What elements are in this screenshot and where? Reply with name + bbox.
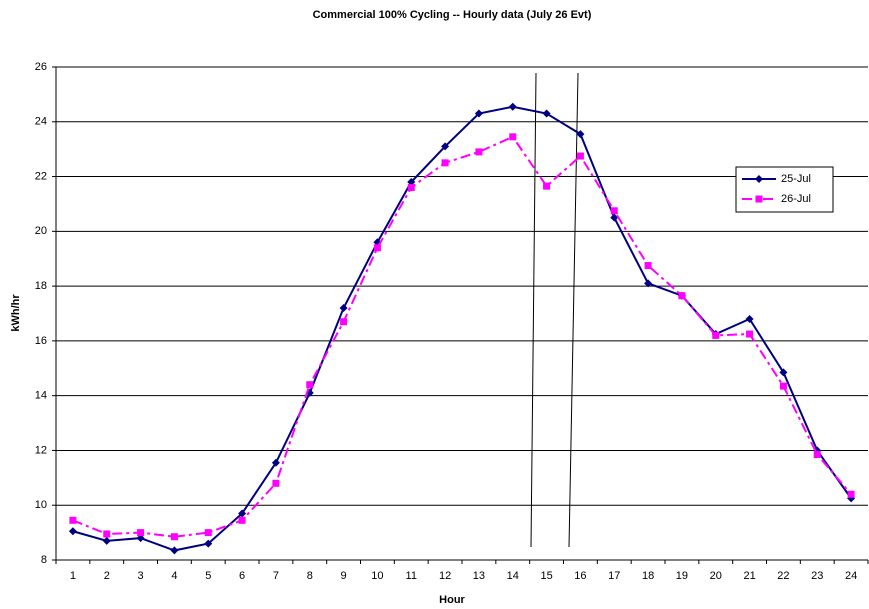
- legend-label: 26-Jul: [781, 193, 811, 205]
- point: [543, 182, 551, 190]
- x-tick-label: 13: [473, 570, 485, 582]
- point: [474, 109, 483, 118]
- point: [576, 152, 584, 160]
- x-tick-label: 1: [70, 570, 76, 582]
- x-tick-label: 12: [439, 570, 451, 582]
- x-tick-label: 11: [406, 570, 417, 582]
- y-tick-label: 14: [35, 390, 47, 402]
- point: [508, 102, 517, 111]
- point: [475, 148, 483, 156]
- point: [779, 368, 788, 377]
- x-tick-label: 5: [205, 570, 211, 582]
- point: [441, 159, 449, 167]
- legend-marker: [755, 175, 763, 183]
- x-tick-label: 14: [507, 570, 519, 582]
- point: [678, 292, 686, 300]
- point: [238, 516, 246, 524]
- x-tick-label: 15: [540, 570, 552, 582]
- x-tick-label: 18: [642, 570, 654, 582]
- point: [441, 142, 450, 151]
- point: [746, 330, 754, 338]
- point: [542, 109, 551, 118]
- point: [610, 207, 618, 215]
- x-tick-label: 23: [811, 570, 823, 582]
- y-tick-label: 12: [35, 444, 47, 456]
- point: [102, 536, 111, 545]
- point: [644, 279, 653, 288]
- x-tick-label: 10: [371, 570, 383, 582]
- point: [306, 381, 314, 389]
- point: [813, 451, 821, 459]
- series-line: [72, 135, 852, 538]
- point: [745, 314, 754, 323]
- x-tick-label: 6: [239, 570, 245, 582]
- point: [170, 533, 178, 541]
- x-tick-label: 8: [307, 570, 313, 582]
- point: [644, 262, 652, 270]
- x-tick-label: 16: [574, 570, 586, 582]
- y-tick-label: 22: [35, 170, 47, 182]
- point: [847, 490, 855, 498]
- point: [271, 458, 280, 467]
- chart-title: Commercial 100% Cycling -- Hourly data (…: [313, 9, 592, 21]
- y-tick-label: 16: [35, 335, 47, 347]
- point: [137, 529, 145, 537]
- y-tick-label: 8: [41, 554, 47, 566]
- legend-marker: [755, 195, 763, 203]
- annotation-line: [530, 72, 537, 548]
- x-tick-label: 20: [710, 570, 722, 582]
- series-line: [72, 105, 852, 552]
- x-tick-label: 19: [676, 570, 688, 582]
- point: [509, 133, 517, 141]
- annotation-line: [568, 72, 579, 548]
- point: [204, 529, 212, 537]
- x-tick-label: 22: [777, 570, 789, 582]
- x-tick-label: 21: [743, 570, 755, 582]
- point: [272, 479, 280, 487]
- point: [204, 539, 213, 548]
- x-tick-label: 4: [171, 570, 177, 582]
- x-tick-label: 7: [273, 570, 279, 582]
- point: [407, 184, 415, 192]
- y-axis-label: kWh/hr: [10, 294, 22, 332]
- x-tick-label: 24: [845, 570, 857, 582]
- legend-label: 25-Jul: [781, 173, 811, 185]
- legend-box: [735, 166, 834, 213]
- x-tick-label: 9: [341, 570, 347, 582]
- y-tick-label: 24: [35, 116, 47, 128]
- point: [610, 213, 619, 222]
- point: [103, 530, 111, 538]
- point: [170, 546, 179, 555]
- point: [779, 382, 787, 390]
- y-tick-label: 18: [35, 280, 47, 292]
- point: [373, 244, 381, 252]
- y-tick-label: 10: [35, 499, 47, 511]
- y-tick-label: 20: [35, 225, 47, 237]
- point: [340, 318, 348, 326]
- point: [712, 331, 720, 339]
- x-tick-label: 17: [608, 570, 620, 582]
- point: [238, 509, 247, 518]
- point: [69, 516, 77, 524]
- y-tick-label: 26: [35, 61, 47, 73]
- x-axis-label: Hour: [439, 594, 465, 606]
- point: [339, 304, 348, 313]
- x-tick-label: 3: [138, 570, 144, 582]
- point: [576, 130, 585, 139]
- x-tick-label: 2: [104, 570, 110, 582]
- point: [68, 527, 77, 536]
